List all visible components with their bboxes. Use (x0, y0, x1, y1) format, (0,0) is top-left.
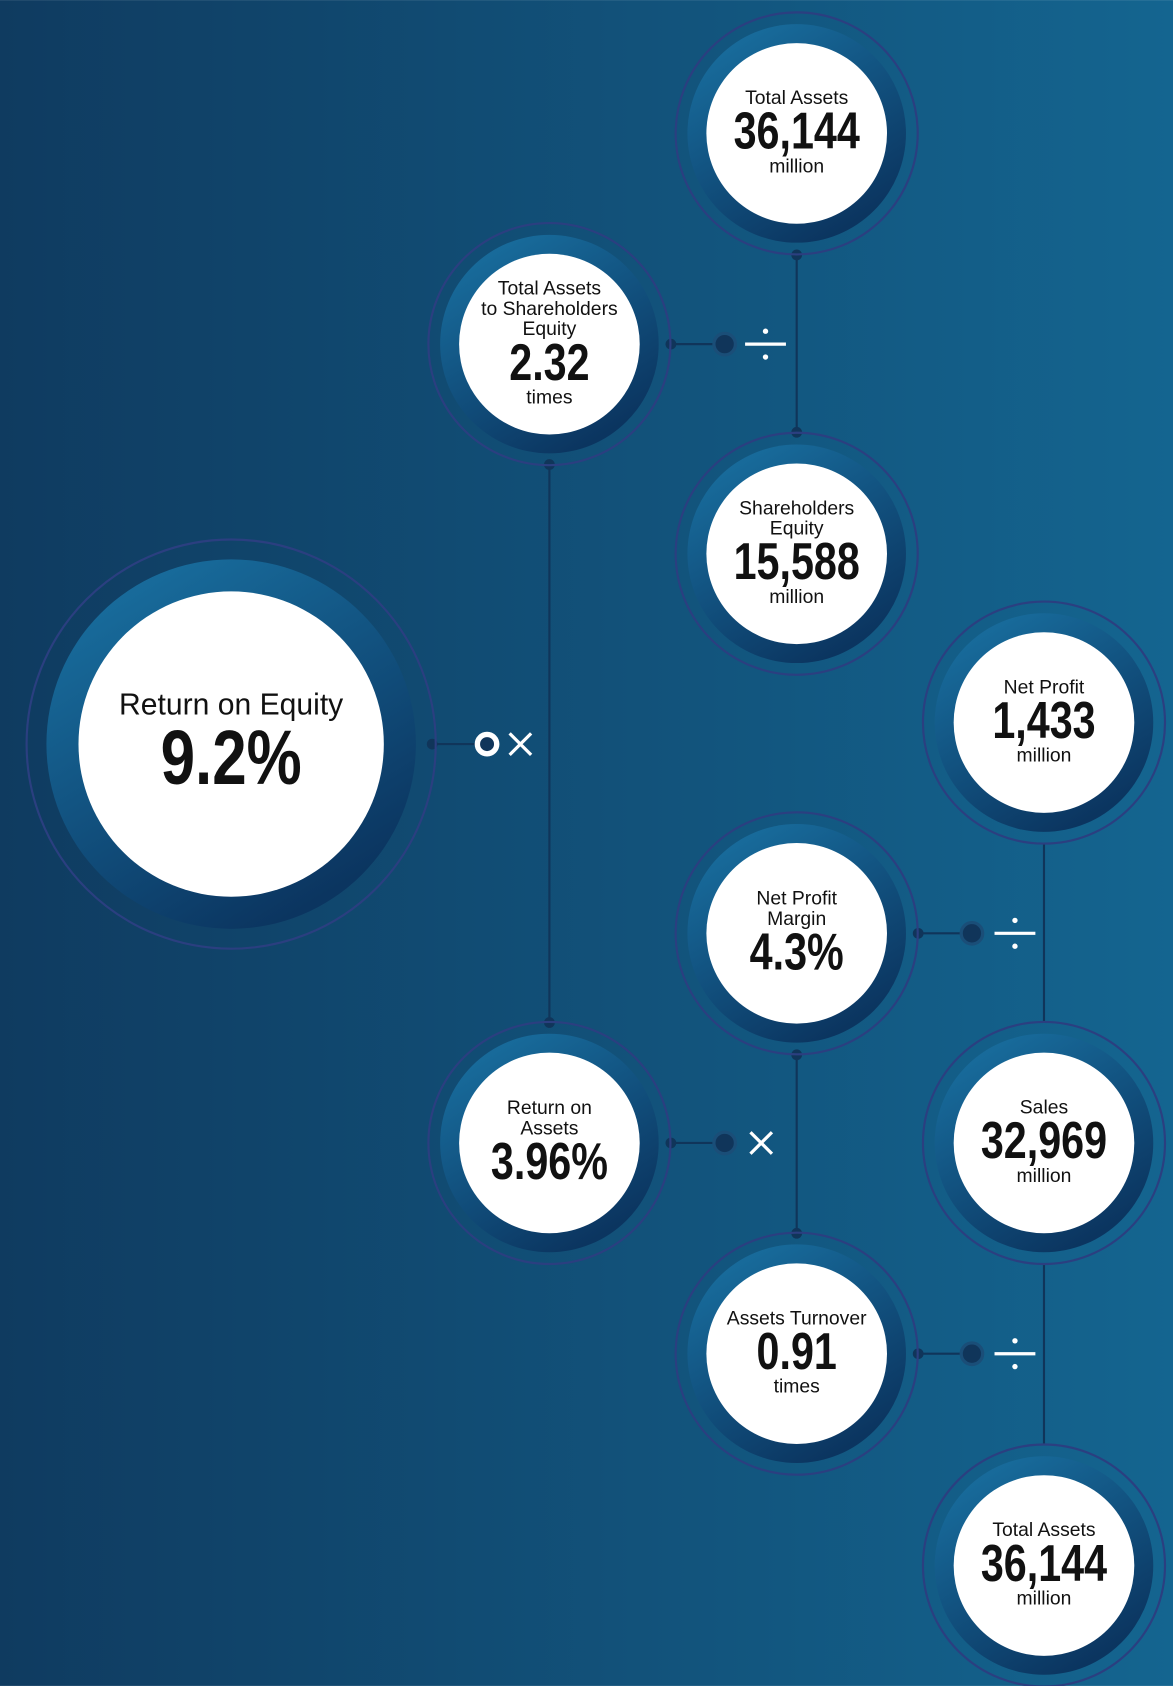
node-value: 36,144 (734, 102, 860, 159)
node-face (706, 1263, 888, 1445)
node-value: 32,969 (981, 1112, 1107, 1169)
node-label: Total Assets (745, 87, 848, 109)
node-face (706, 463, 888, 645)
node-face (459, 253, 640, 435)
operators (508, 328, 1036, 1370)
node-outer-ring (427, 222, 672, 467)
node-label: Net Profit (1004, 676, 1085, 698)
node-label: to Shareholders (481, 298, 618, 320)
node-value: 4.3% (750, 923, 844, 980)
node-unit: million (1017, 1165, 1072, 1187)
node-label: Assets (520, 1118, 578, 1140)
node-label: Equity (523, 318, 577, 340)
node-face (953, 1052, 1135, 1234)
node-label: Equity (770, 518, 824, 540)
node-outer-ring (427, 1020, 672, 1266)
node-label: Total Assets (992, 1519, 1095, 1541)
node-unit: million (769, 586, 824, 608)
node-face (706, 843, 888, 1024)
node-outer-ring (674, 811, 919, 1056)
node-outer-ring (674, 11, 919, 256)
node-face (78, 591, 384, 897)
node-label: Shareholders (739, 497, 854, 519)
node-face (706, 43, 888, 224)
node-outer-ring (674, 1231, 919, 1476)
node-value: 3.96% (491, 1133, 608, 1190)
node-label: Sales (1020, 1097, 1068, 1119)
node-value: 2.32 (509, 333, 589, 390)
node-unit: million (1017, 1587, 1072, 1609)
node-value: 0.91 (757, 1323, 837, 1380)
node-outer-ring (25, 538, 437, 950)
node-unit: million (769, 155, 824, 177)
node-value: 1,433 (992, 691, 1095, 748)
node-face (459, 1052, 640, 1234)
node-label: Return on Equity (119, 688, 343, 721)
node-unit: million (1017, 745, 1072, 767)
node-unit: times (526, 387, 572, 409)
node-unit: times (774, 1376, 820, 1398)
operator-rings (474, 331, 985, 1367)
node-label: Assets Turnover (727, 1307, 867, 1329)
node-value: 9.2% (161, 714, 302, 800)
connectors (432, 254, 1046, 1445)
node-face (953, 632, 1135, 813)
node-outer-ring (921, 1020, 1167, 1266)
node-outer-ring (921, 600, 1167, 845)
node-outer-ring (674, 431, 919, 676)
node-face (953, 1475, 1135, 1656)
node-label: Margin (767, 908, 826, 930)
node-label: Return on (507, 1097, 592, 1119)
node-outer-ring (921, 1443, 1167, 1686)
node-value: 36,144 (981, 1534, 1107, 1591)
node-value: 15,588 (734, 533, 860, 590)
node-label: Total Assets (498, 277, 601, 299)
node-label: Net Profit (756, 888, 837, 910)
